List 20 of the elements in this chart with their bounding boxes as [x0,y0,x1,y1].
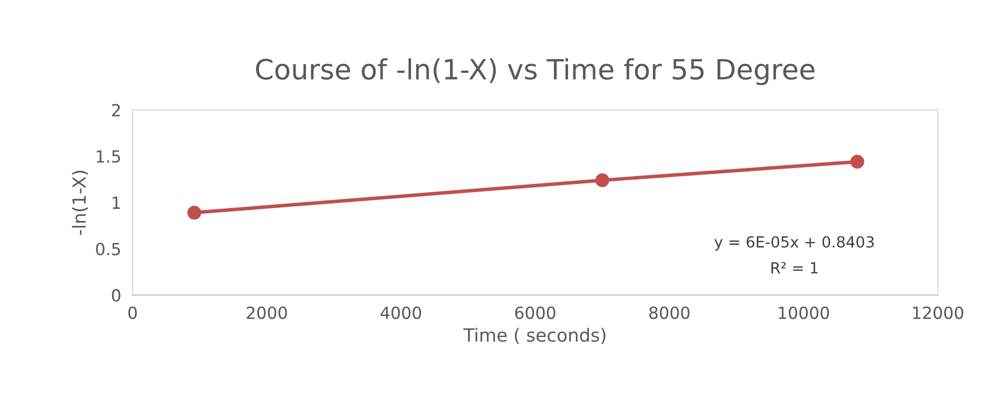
x-axis-title: Time ( seconds) [463,328,606,344]
y-tick-label: 0.5 [96,242,120,256]
x-tick-label: 8000 [649,306,690,320]
x-tick-label: 6000 [515,306,556,320]
x-tick-label: 2000 [246,306,287,320]
point [187,206,202,220]
y-tick-label: 1.5 [96,150,120,163]
annotation: y = 6E-05x + 0.8403 [714,236,874,251]
x-tick-label: 10000 [778,306,830,320]
point [850,154,864,169]
point [595,173,610,188]
y-tick-label: 1 [112,196,120,209]
annotation: R² = 1 [771,262,818,274]
x-tick-label: 4000 [380,306,422,320]
chart-title: Course of -ln(1-X) vs Time for 55 Degree [256,58,814,86]
y-tick-label: 0 [112,289,120,302]
x-tick-label: 12000 [913,306,964,320]
y-axis-title: -ln(1-X) [72,170,88,235]
y-tick-label: 2 [112,104,120,116]
x-tick-label: 0 [128,306,137,320]
